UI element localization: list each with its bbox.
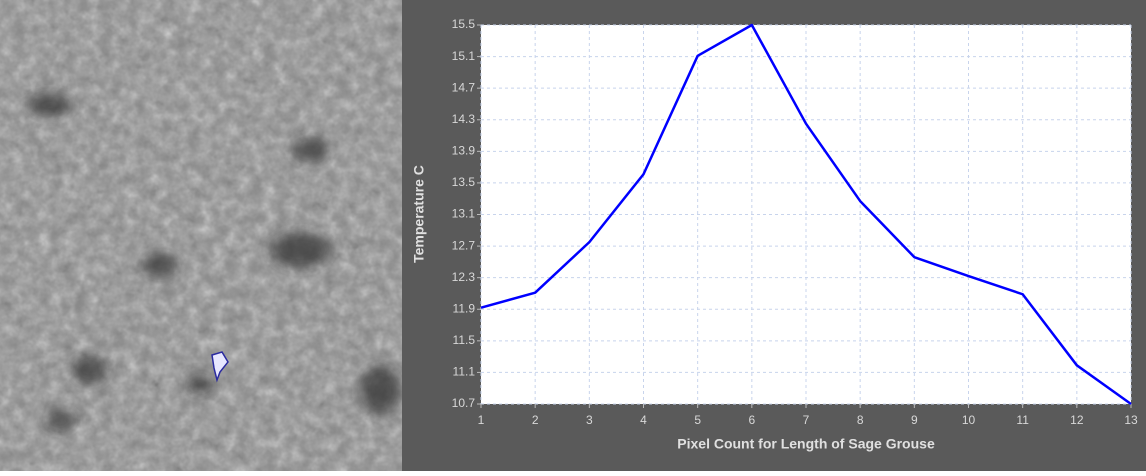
- y-tick-label: 13.1: [452, 207, 476, 221]
- x-tick-label: 4: [640, 413, 647, 427]
- x-tick-label: 1: [478, 413, 485, 427]
- y-axis-title: Temperature C: [411, 165, 427, 263]
- y-tick-label: 12.3: [452, 270, 476, 284]
- y-tick-label: 10.7: [452, 396, 476, 410]
- x-tick-label: 5: [694, 413, 701, 427]
- y-tick-label: 14.7: [452, 80, 476, 94]
- x-tick-label: 13: [1124, 413, 1138, 427]
- x-tick-label: 9: [911, 413, 918, 427]
- x-tick-label: 3: [586, 413, 593, 427]
- thermal-image: [0, 0, 402, 471]
- y-tick-label: 13.5: [452, 175, 476, 189]
- y-tick-label: 15.5: [452, 17, 476, 31]
- y-tick-label: 12.7: [452, 238, 476, 252]
- y-tick-label: 11.1: [453, 365, 476, 379]
- x-axis-title: Pixel Count for Length of Sage Grouse: [677, 436, 935, 452]
- y-tick-label: 13.9: [452, 144, 476, 158]
- x-tick-label: 6: [748, 413, 755, 427]
- x-tick-label: 2: [532, 413, 539, 427]
- x-tick-label: 11: [1016, 413, 1029, 427]
- x-tick-label: 10: [962, 413, 976, 427]
- y-tick-label: 15.1: [452, 49, 476, 63]
- x-tick-label: 8: [857, 413, 864, 427]
- x-tick-label: 12: [1070, 413, 1084, 427]
- y-tick-label: 14.3: [452, 112, 476, 126]
- x-tick-label: 7: [803, 413, 810, 427]
- y-tick-label: 11.9: [453, 301, 476, 315]
- line-series: [480, 23, 1132, 406]
- y-tick-label: 11.5: [453, 333, 476, 347]
